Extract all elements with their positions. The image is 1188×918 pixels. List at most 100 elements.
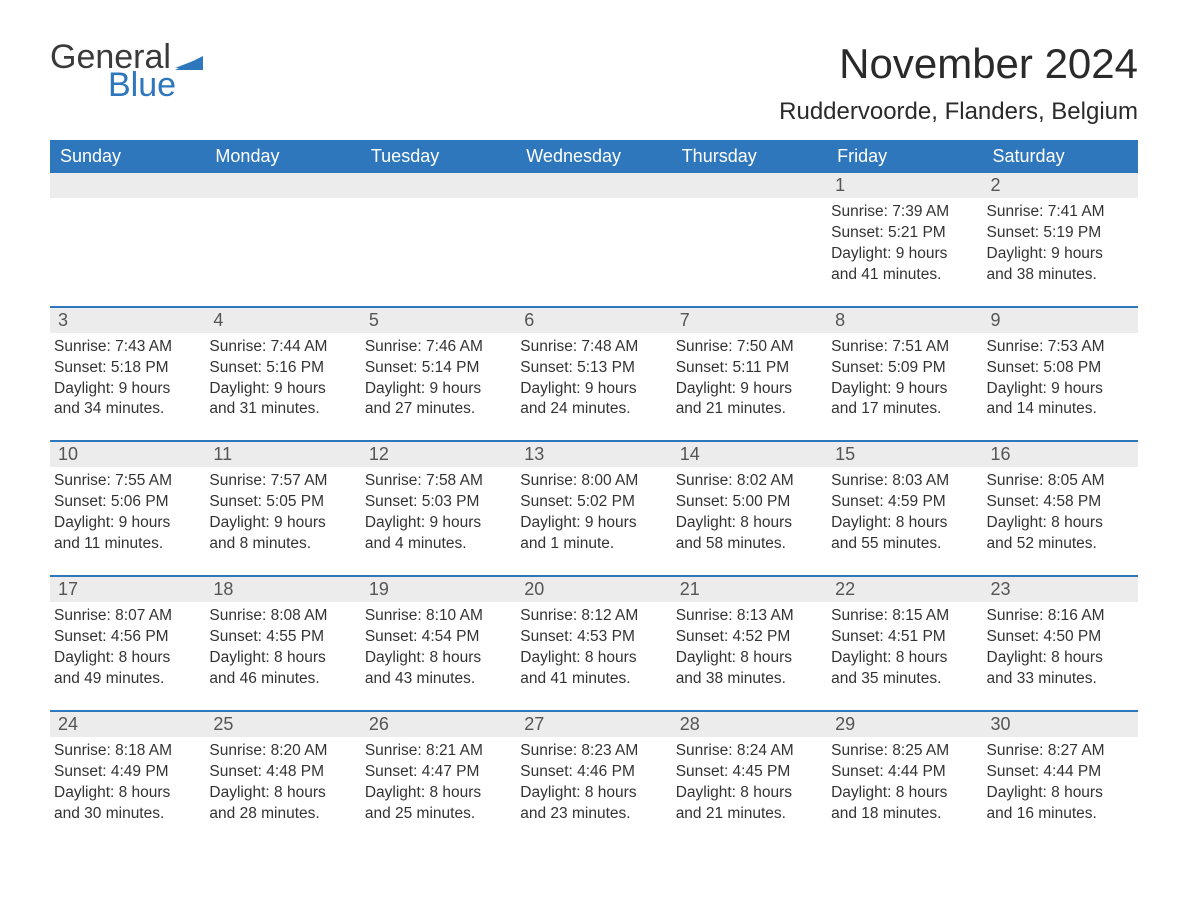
day-body: Sunrise: 8:25 AMSunset: 4:44 PMDaylight:… xyxy=(827,737,982,827)
sunset: Sunset: 5:08 PM xyxy=(987,358,1132,379)
day-body: Sunrise: 7:44 AMSunset: 5:16 PMDaylight:… xyxy=(205,333,360,423)
sunrise: Sunrise: 8:13 AM xyxy=(676,606,821,627)
daylight: Daylight: 8 hours and 52 minutes. xyxy=(987,513,1132,555)
sunset: Sunset: 4:51 PM xyxy=(831,627,976,648)
day-cell: 29Sunrise: 8:25 AMSunset: 4:44 PMDayligh… xyxy=(827,712,982,827)
day-number: 10 xyxy=(50,442,205,467)
day-number: 13 xyxy=(516,442,671,467)
day-number: 27 xyxy=(516,712,671,737)
day-body: Sunrise: 8:02 AMSunset: 5:00 PMDaylight:… xyxy=(672,467,827,557)
daylight: Daylight: 8 hours and 16 minutes. xyxy=(987,783,1132,825)
day-body: Sunrise: 8:18 AMSunset: 4:49 PMDaylight:… xyxy=(50,737,205,827)
day-number: 15 xyxy=(827,442,982,467)
sunrise: Sunrise: 8:07 AM xyxy=(54,606,199,627)
daylight: Daylight: 9 hours and 27 minutes. xyxy=(365,379,510,421)
sunrise: Sunrise: 7:46 AM xyxy=(365,337,510,358)
month-title: November 2024 xyxy=(779,40,1138,88)
day-body: Sunrise: 8:16 AMSunset: 4:50 PMDaylight:… xyxy=(983,602,1138,692)
week-row: 17 Sunrise: 8:07 AMSunset: 4:56 PM Dayligh… xyxy=(50,575,1138,692)
daylight: Daylight: 8 hours and 38 minutes. xyxy=(676,648,821,690)
day-cell xyxy=(672,173,827,288)
sunrise: Sunrise: 8:16 AM xyxy=(987,606,1132,627)
sunset: Sunset: 4:54 PM xyxy=(365,627,510,648)
sunset: Sunset: 5:03 PM xyxy=(365,492,510,513)
daylight: Daylight: 8 hours and 35 minutes. xyxy=(831,648,976,690)
day-cell: 11Sunrise: 7:57 AMSunset: 5:05 PMDayligh… xyxy=(205,442,360,557)
day-body: Sunrise: 8:05 AMSunset: 4:58 PMDaylight:… xyxy=(983,467,1138,557)
week-row: 1Sunrise: 7:39 AMSunset: 5:21 PMDaylight… xyxy=(50,173,1138,288)
sunrise: Sunrise: 8:12 AM xyxy=(520,606,665,627)
day-number: 4 xyxy=(205,308,360,333)
day-number: 20 xyxy=(516,577,671,602)
day-cell: 3Sunrise: 7:43 AMSunset: 5:18 PMDaylight… xyxy=(50,308,205,423)
day-cell: 9Sunrise: 7:53 AMSunset: 5:08 PMDaylight… xyxy=(983,308,1138,423)
sunset: Sunset: 5:13 PM xyxy=(520,358,665,379)
sunrise: Sunrise: 7:51 AM xyxy=(831,337,976,358)
day-number: 14 xyxy=(672,442,827,467)
sunset: Sunset: 4:56 PM xyxy=(54,627,199,648)
sunset: Sunset: 4:45 PM xyxy=(676,762,821,783)
daylight: Daylight: 8 hours and 41 minutes. xyxy=(520,648,665,690)
day-cell: 4Sunrise: 7:44 AMSunset: 5:16 PMDaylight… xyxy=(205,308,360,423)
day-cell: 19Sunrise: 8:10 AMSunset: 4:54 PMDayligh… xyxy=(361,577,516,692)
sunrise: Sunrise: 8:00 AM xyxy=(520,471,665,492)
daylight: Daylight: 8 hours and 18 minutes. xyxy=(831,783,976,825)
sunset: Sunset: 5:00 PM xyxy=(676,492,821,513)
day-cell: 25Sunrise: 8:20 AMSunset: 4:48 PMDayligh… xyxy=(205,712,360,827)
sunset: Sunset: 4:48 PM xyxy=(209,762,354,783)
daylight: Daylight: 9 hours and 41 minutes. xyxy=(831,244,976,286)
daylight: Daylight: 9 hours and 1 minute. xyxy=(520,513,665,555)
sunrise: Sunrise: 8:27 AM xyxy=(987,741,1132,762)
sunrise: Sunrise: 8:03 AM xyxy=(831,471,976,492)
weekday-cell: Sunday xyxy=(50,140,205,173)
sunrise: Sunrise: 7:53 AM xyxy=(987,337,1132,358)
day-number: 21 xyxy=(672,577,827,602)
daylight: Daylight: 8 hours and 33 minutes. xyxy=(987,648,1132,690)
sunrise: Sunrise: 7:57 AM xyxy=(209,471,354,492)
weekday-cell: Tuesday xyxy=(361,140,516,173)
day-number: 23 xyxy=(983,577,1138,602)
sunset: Sunset: 5:21 PM xyxy=(831,223,976,244)
header: General Blue November 2024 Ruddervoorde,… xyxy=(50,40,1138,126)
title-block: November 2024 Ruddervoorde, Flanders, Be… xyxy=(779,40,1138,126)
sunset: Sunset: 5:19 PM xyxy=(987,223,1132,244)
day-number xyxy=(50,173,205,198)
day-number: 25 xyxy=(205,712,360,737)
sunrise: Sunrise: 8:18 AM xyxy=(54,741,199,762)
sunrise: Sunrise: 7:55 AM xyxy=(54,471,199,492)
daylight: Daylight: 8 hours and 58 minutes. xyxy=(676,513,821,555)
day-number: 24 xyxy=(50,712,205,737)
day-cell: 14Sunrise: 8:02 AMSunset: 5:00 PMDayligh… xyxy=(672,442,827,557)
weekday-cell: Wednesday xyxy=(516,140,671,173)
day-body: Sunrise: 8:13 AMSunset: 4:52 PMDaylight:… xyxy=(672,602,827,692)
day-cell: 8Sunrise: 7:51 AMSunset: 5:09 PMDaylight… xyxy=(827,308,982,423)
sunrise: Sunrise: 8:02 AM xyxy=(676,471,821,492)
sunrise: Sunrise: 7:48 AM xyxy=(520,337,665,358)
day-cell: 23Sunrise: 8:16 AMSunset: 4:50 PMDayligh… xyxy=(983,577,1138,692)
week-row: 24Sunrise: 8:18 AMSunset: 4:49 PMDayligh… xyxy=(50,710,1138,827)
day-number: 3 xyxy=(50,308,205,333)
day-number: 9 xyxy=(983,308,1138,333)
sunset: Sunset: 4:59 PM xyxy=(831,492,976,513)
day-cell: 24Sunrise: 8:18 AMSunset: 4:49 PMDayligh… xyxy=(50,712,205,827)
sunset: Sunset: 4:58 PM xyxy=(987,492,1132,513)
day-number: 28 xyxy=(672,712,827,737)
daylight: Daylight: 9 hours and 11 minutes. xyxy=(54,513,199,555)
day-number: 17 xyxy=(50,577,205,602)
daylight: Daylight: 8 hours and 55 minutes. xyxy=(831,513,976,555)
sunrise: Sunrise: 8:20 AM xyxy=(209,741,354,762)
daylight: Daylight: 9 hours and 38 minutes. xyxy=(987,244,1132,286)
daylight: Daylight: 9 hours and 4 minutes. xyxy=(365,513,510,555)
day-number: 30 xyxy=(983,712,1138,737)
day-cell: 15 Sunrise: 8:03 AMSunset: 4:59 PMDayligh… xyxy=(827,442,982,557)
sunrise: Sunrise: 8:25 AM xyxy=(831,741,976,762)
day-number: 5 xyxy=(361,308,516,333)
day-cell: 2Sunrise: 7:41 AMSunset: 5:19 PMDaylight… xyxy=(983,173,1138,288)
day-number: 12 xyxy=(361,442,516,467)
day-number xyxy=(205,173,360,198)
sunset: Sunset: 4:53 PM xyxy=(520,627,665,648)
sunrise: Sunrise: 8:10 AM xyxy=(365,606,510,627)
day-number: 26 xyxy=(361,712,516,737)
day-number: 1 xyxy=(827,173,982,198)
daylight: Daylight: 9 hours and 31 minutes. xyxy=(209,379,354,421)
